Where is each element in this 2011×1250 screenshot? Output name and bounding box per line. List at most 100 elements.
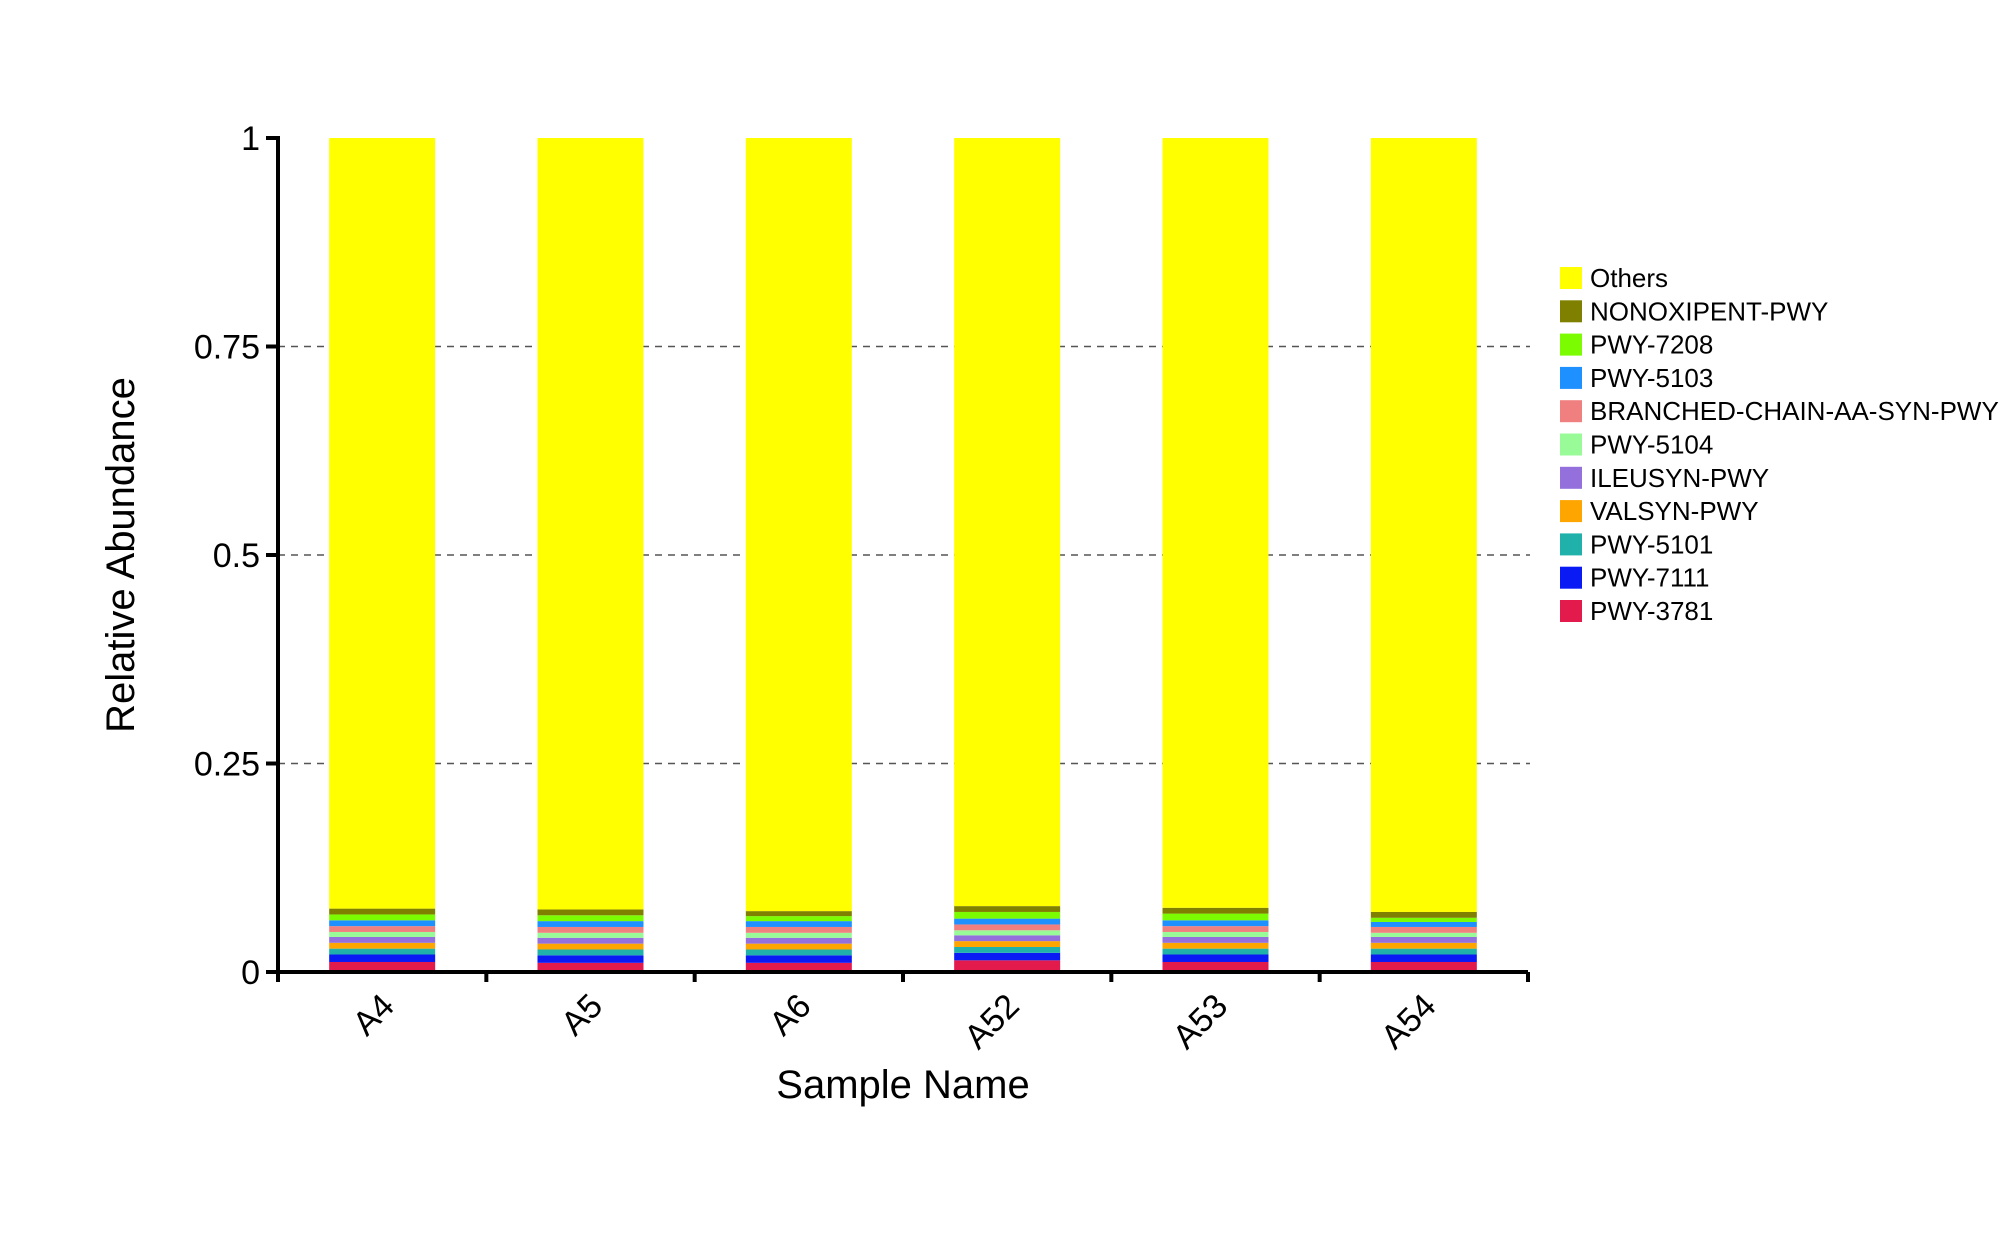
bar-segment-a54-pwy-3781 [1370,961,1477,972]
bar-segment-a5-valsyn-pwy [537,943,644,950]
legend-item-pwy-5103: PWY-5103 [1560,363,1713,393]
y-tick-label-0: 0 [241,954,260,992]
legend-item-pwy-3781: PWY-3781 [1560,596,1713,626]
bar-segment-a52-pwy-5101 [954,946,1061,953]
bar-segment-a5-pwy-7208 [537,915,644,922]
legend-swatch-ileusyn-pwy [1560,466,1582,489]
x-tick-label-a4: A4 [346,987,402,1043]
bar-stack-a6 [745,138,852,972]
bar-segment-a6-pwy-5104 [745,932,852,938]
legend-item-nonoxipent-pwy: NONOXIPENT-PWY [1560,296,1828,326]
legend-label-valsyn-pwy: VALSYN-PWY [1590,496,1759,526]
bar-stack-a5 [537,138,644,972]
legend-swatch-pwy-5104 [1560,433,1582,456]
bar-segment-a54-others [1370,138,1477,912]
legend-item-pwy-7208: PWY-7208 [1560,330,1713,360]
x-tick-label-a54: A54 [1374,987,1444,1057]
bar-stack-a53 [1162,138,1269,972]
y-axis-title: Relative Abundance [99,377,143,733]
x-tick-label-a5: A5 [554,987,610,1043]
bar-segment-a6-pwy-5103 [745,921,852,927]
legend-item-valsyn-pwy: VALSYN-PWY [1560,496,1759,526]
x-tick-label-a52: A52 [957,987,1027,1057]
bar-segment-a6-pwy-7208 [745,916,852,922]
bar-segment-a6-valsyn-pwy [745,943,852,950]
bar-segment-a54-nonoxipent-pwy [1370,911,1477,918]
y-tick-label-0-75: 0.75 [194,329,260,367]
bar-segment-a53-pwy-3781 [1162,961,1269,972]
bar-segment-a4-pwy-5103 [329,920,436,927]
bar-segment-a5-pwy-5103 [537,921,644,927]
bar-segment-a4-valsyn-pwy [329,942,436,949]
bar-segment-a5-others [537,138,644,910]
bar-segment-a6-pwy-3781 [745,962,852,972]
bar-segment-a53-branched-chain-aa-syn-pwy [1162,926,1269,932]
bar-segment-a5-nonoxipent-pwy [537,909,644,916]
bar-stack-a54 [1370,138,1477,972]
legend-swatch-pwy-7111 [1560,566,1582,589]
legend-swatch-branched-chain-aa-syn-pwy [1560,400,1582,423]
bar-segment-a53-ileusyn-pwy [1162,936,1269,943]
x-tick-label-a6: A6 [762,987,818,1043]
bar-segment-a4-pwy-5104 [329,931,436,937]
legend-swatch-nonoxipent-pwy [1560,300,1582,323]
legend-label-branched-chain-aa-syn-pwy: BRANCHED-CHAIN-AA-SYN-PWY [1590,396,1999,426]
y-tick-label-1: 1 [241,120,260,158]
legend-item-pwy-5101: PWY-5101 [1560,529,1713,559]
bar-segment-a52-others [954,138,1061,907]
legend-label-ileusyn-pwy: ILEUSYN-PWY [1590,463,1769,493]
bar-segment-a4-ileusyn-pwy [329,936,436,943]
bar-segment-a4-pwy-7208 [329,914,436,921]
bar-segment-a5-ileusyn-pwy [537,937,644,944]
y-tick-label-0-5: 0.5 [213,537,260,575]
bar-segment-a5-pwy-5104 [537,932,644,938]
legend-item-ileusyn-pwy: ILEUSYN-PWY [1560,463,1769,493]
bar-segment-a53-nonoxipent-pwy [1162,907,1269,914]
bar-segment-a53-pwy-5101 [1162,948,1269,955]
bar-segment-a6-pwy-7111 [745,955,852,963]
legend-label-others: Others [1590,263,1668,293]
bar-segment-a52-pwy-3781 [954,960,1061,972]
legend-label-pwy-7208: PWY-7208 [1590,330,1713,360]
legend-swatch-pwy-5103 [1560,366,1582,389]
legend-item-pwy-7111: PWY-7111 [1560,563,1709,593]
bar-segment-a4-others [329,138,436,909]
legend-item-branched-chain-aa-syn-pwy: BRANCHED-CHAIN-AA-SYN-PWY [1560,396,1999,426]
bar-segment-a6-nonoxipent-pwy [745,911,852,917]
bar-segment-a53-others [1162,138,1269,908]
bar-segment-a6-pwy-5101 [745,949,852,956]
bar-segment-a52-pwy-7111 [954,952,1061,961]
bar-segment-a53-pwy-7208 [1162,913,1269,921]
legend-label-pwy-7111: PWY-7111 [1590,563,1709,593]
y-tick-label-0-25: 0.25 [194,746,260,784]
bar-segment-a54-ileusyn-pwy [1370,936,1477,943]
bar-segment-a53-pwy-7111 [1162,954,1269,962]
bar-segment-a4-pwy-7111 [329,954,436,962]
bar-segment-a4-pwy-3781 [329,961,436,972]
legend-label-pwy-5101: PWY-5101 [1590,529,1713,559]
legend-label-nonoxipent-pwy: NONOXIPENT-PWY [1590,296,1828,326]
bar-segment-a6-branched-chain-aa-syn-pwy [745,926,852,933]
bar-segment-a52-valsyn-pwy [954,941,1061,947]
grid-lines [278,345,1530,765]
bar-segment-a54-branched-chain-aa-syn-pwy [1370,926,1477,933]
bar-segment-a54-pwy-5103 [1370,921,1477,927]
x-tick-label-a53: A53 [1166,987,1236,1057]
legend-label-pwy-5103: PWY-5103 [1590,363,1713,393]
bar-stack-a4 [329,138,436,972]
bar-segment-a4-nonoxipent-pwy [329,908,436,915]
bar-segment-a5-pwy-5101 [537,949,644,956]
legend-swatch-valsyn-pwy [1560,500,1582,523]
bar-segment-a54-pwy-5104 [1370,932,1477,937]
bar-segment-a54-valsyn-pwy [1370,942,1477,949]
bar-segment-a5-branched-chain-aa-syn-pwy [537,926,644,933]
bar-segment-a52-branched-chain-aa-syn-pwy [954,924,1061,931]
bar-segment-a53-pwy-5103 [1162,920,1269,927]
x-axis-title: Sample Name [776,1063,1029,1107]
legend-item-others: Others [1560,263,1668,293]
legend-swatch-pwy-5101 [1560,533,1582,556]
legend-label-pwy-5104: PWY-5104 [1590,430,1713,460]
bar-stack-a52 [954,138,1061,972]
